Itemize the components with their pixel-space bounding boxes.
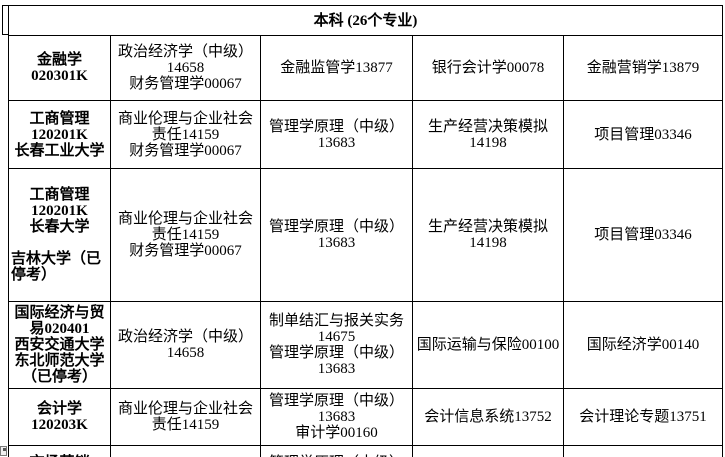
course-cell: 管理学原理（中级） 13683 bbox=[260, 445, 413, 457]
course-cell: 项目管理03346 bbox=[563, 168, 723, 302]
header-row-left-border-extension bbox=[2, 5, 9, 35]
course-cell: 政治经济学（中级） 14658 bbox=[110, 301, 261, 389]
course-cell: 金融监管学13877 bbox=[260, 35, 413, 101]
course-cell: 金融营销学13879 bbox=[563, 35, 723, 101]
course-cell: 国际运输与保险00100 bbox=[412, 301, 564, 389]
table-row-intl-economics-trade: 国际经济与贸 易020401 西安交通大学 东北师范大学 （已停考） 政治经济学… bbox=[8, 301, 723, 389]
major-cell: 工商管理 120201K 长春工业大学 bbox=[8, 100, 111, 169]
course-cell: 消费者行为学14443 bbox=[412, 445, 564, 457]
course-cell: 管理学原理（中级） 13683 审计学00160 bbox=[260, 388, 413, 446]
course-cell: 制单结汇与报关实务 14675 管理学原理（中级） 13683 bbox=[260, 301, 413, 389]
major-suspended-note: 吉林大学（已 停考） bbox=[11, 251, 102, 283]
course-cell: 会计理论专题13751 bbox=[563, 388, 723, 446]
course-cell: 市场营销策划00184 bbox=[563, 445, 723, 457]
course-cell: 管理学原理（中级） 13683 bbox=[260, 168, 413, 302]
major-cell: 金融学 020301K bbox=[8, 35, 111, 101]
table-row-accounting: 会计学 120203K 商业伦理与企业社会 责任14159 管理学原理（中级） … bbox=[8, 388, 723, 446]
course-cell: 管理学原理（中级） 13683 bbox=[260, 100, 413, 169]
scrollbar-button-fragment[interactable] bbox=[0, 446, 7, 456]
course-cell: 银行会计学00078 bbox=[412, 35, 564, 101]
course-cell: 会计信息系统13752 bbox=[412, 388, 564, 446]
major-cell: 会计学 120203K bbox=[8, 388, 111, 446]
major-main-text: 工商管理 120201K 长春大学 bbox=[29, 187, 90, 235]
table-row-finance: 金融学 020301K 政治经济学（中级） 14658 财务管理学00067 金… bbox=[8, 35, 723, 101]
course-cell: 供应链管理13675 bbox=[110, 445, 261, 457]
exam-course-table: 本科 (26个专业) 金融学 020301K 政治经济学（中级） 14658 财… bbox=[8, 5, 723, 457]
course-cell: 商业伦理与企业社会 责任14159 财务管理学00067 bbox=[110, 100, 261, 169]
major-cell: 工商管理 120201K 长春大学 吉林大学（已 停考） bbox=[8, 168, 111, 302]
course-cell: 政治经济学（中级） 14658 财务管理学00067 bbox=[110, 35, 261, 101]
table-row-business-admin-ccut: 工商管理 120201K 长春工业大学 商业伦理与企业社会 责任14159 财务… bbox=[8, 100, 723, 169]
course-cell: 项目管理03346 bbox=[563, 100, 723, 169]
course-cell: 生产经营决策模拟 14198 bbox=[412, 100, 564, 169]
course-cell: 国际经济学00140 bbox=[563, 301, 723, 389]
course-cell: 生产经营决策模拟 14198 bbox=[412, 168, 564, 302]
major-cell: 国际经济与贸 易020401 西安交通大学 东北师范大学 （已停考） bbox=[8, 301, 111, 389]
major-cell: 市场营销 120202 bbox=[8, 445, 111, 457]
table-row-business-admin-ccu: 工商管理 120201K 长春大学 吉林大学（已 停考） 商业伦理与企业社会 责… bbox=[8, 168, 723, 302]
course-cell: 商业伦理与企业社会 责任14159 财务管理学00067 bbox=[110, 168, 261, 302]
table-title: 本科 (26个专业) bbox=[8, 5, 723, 36]
table-row-marketing: 市场营销 120202 供应链管理13675 管理学原理（中级） 13683 消… bbox=[8, 445, 723, 457]
table-header-row: 本科 (26个专业) bbox=[8, 5, 723, 36]
course-cell: 商业伦理与企业社会 责任14159 bbox=[110, 388, 261, 446]
